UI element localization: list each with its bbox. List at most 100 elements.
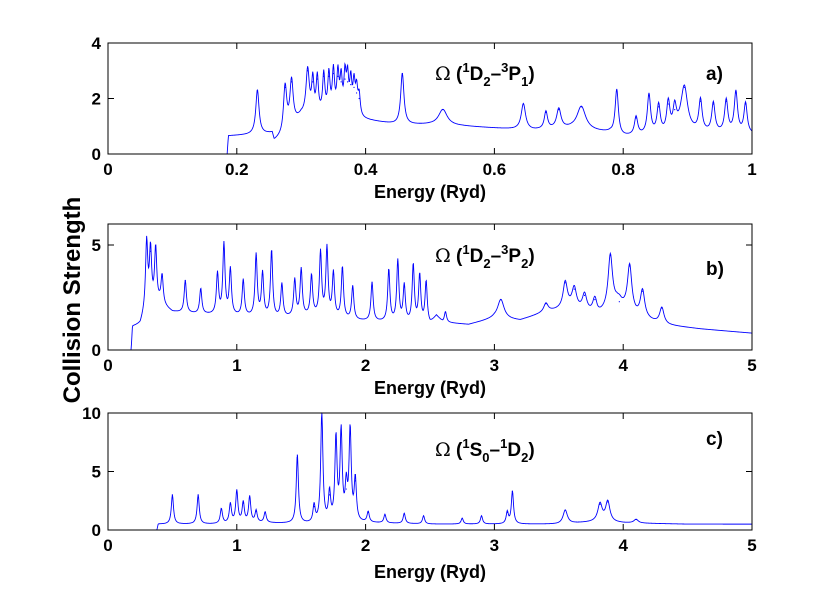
resonance-peak-mark [658, 106, 660, 108]
ann-sub1: 0 [482, 450, 489, 465]
resonance-peak-mark [353, 86, 355, 88]
resonance-peak-mark [310, 275, 313, 278]
ann-term2: P [508, 64, 521, 85]
ann-sub1: 2 [483, 74, 490, 89]
resonance-peak-mark [341, 267, 344, 269]
x-tick-label: 3 [490, 536, 499, 555]
panel-a-annotation: Ω (1D2–3P1) [435, 60, 535, 89]
resonance-peak-mark [401, 72, 403, 75]
panel-b-x-axis-label: Energy (Ryd) [374, 378, 486, 398]
resonance-peak-mark [332, 273, 334, 275]
resonance-peak-mark [255, 510, 257, 512]
resonance-peak-mark [184, 280, 186, 282]
ann-sub2: 1 [521, 74, 528, 89]
resonance-peak-mark [367, 511, 369, 514]
resonance-peak-mark [340, 81, 342, 83]
resonance-peak-mark [641, 290, 644, 292]
resonance-peak-mark [403, 513, 405, 515]
x-tick-label: 0 [103, 536, 112, 555]
resonance-peak-mark [146, 242, 148, 244]
resonance-peak-mark [558, 109, 560, 111]
resonance-peak-mark [264, 511, 266, 514]
resonance-peak-mark [461, 517, 463, 519]
resonance-peak-mark [337, 75, 339, 77]
x-tick-label: 1 [747, 160, 756, 179]
resonance-peak-mark [313, 506, 315, 508]
resonance-peak-mark [712, 103, 714, 105]
ann-open: ( [451, 64, 463, 85]
panel-b-axes-box [107, 223, 753, 351]
y-tick-label: 5 [92, 463, 101, 482]
resonance-peak-mark [500, 299, 502, 301]
resonance-peak-mark [197, 494, 199, 496]
resonance-peak-mark [384, 514, 386, 516]
resonance-peak-mark [345, 488, 347, 490]
resonance-peak-mark [290, 81, 293, 83]
resonance-peak-mark [349, 431, 351, 433]
resonance-peak-mark [419, 275, 421, 278]
resonance-peak-mark [255, 254, 257, 257]
resonance-peak-mark [236, 490, 238, 492]
x-tick-label: 0.8 [611, 160, 635, 179]
x-tick-label: 2 [361, 356, 370, 375]
resonance-peak-mark [735, 92, 737, 94]
panel-c-axes-box [107, 412, 753, 531]
ann-dash: – [491, 246, 502, 267]
resonance-peak-mark [594, 299, 596, 301]
resonance-peak-mark [242, 502, 244, 504]
x-tick-label: 0 [103, 356, 112, 375]
resonance-peak-mark [328, 75, 330, 77]
panel-a-axes-box [107, 42, 753, 155]
x-tick-label: 0.2 [225, 160, 249, 179]
ann-sub1: 2 [483, 256, 490, 271]
resonance-peak-mark [335, 439, 337, 441]
ann-sup1: 1 [462, 60, 469, 75]
y-tick-label: 0 [92, 521, 101, 540]
ann-term1: D [470, 64, 484, 85]
resonance-peak-mark [354, 480, 356, 482]
ann-sup2: 3 [501, 242, 508, 257]
resonance-peak-mark [350, 84, 352, 86]
resonance-peak-mark [281, 284, 283, 286]
resonance-peak-mark [607, 501, 609, 503]
resonance-peak-mark [358, 97, 360, 100]
y-tick-label: 2 [92, 90, 101, 109]
resonance-peak-mark [580, 106, 582, 108]
x-tick-label: 5 [747, 356, 756, 375]
resonance-peak-mark [270, 250, 273, 252]
resonance-peak-mark [171, 494, 173, 496]
panel-c-x-axis-label: Energy (Ryd) [374, 562, 486, 582]
ann-sub2: 2 [521, 256, 528, 271]
resonance-peak-mark [545, 111, 547, 113]
ann-sub2: 2 [521, 450, 528, 465]
series-line [108, 412, 752, 531]
resonance-peak-mark [648, 95, 650, 97]
omega-symbol: Ω [435, 245, 451, 267]
resonance-peak-mark [161, 275, 163, 278]
x-tick-label: 4 [618, 536, 628, 555]
resonance-peak-mark [618, 301, 620, 303]
resonance-peak-mark [300, 269, 302, 271]
ann-close: ) [528, 64, 534, 85]
resonance-peak-mark [522, 103, 524, 105]
resonance-peak-mark [506, 511, 508, 514]
y-tick-label: 5 [92, 236, 101, 255]
ann-sup1: 1 [462, 242, 469, 257]
panel-b-series-layer [108, 235, 753, 351]
resonance-peak-mark [355, 92, 358, 94]
resonance-peak-mark [328, 494, 331, 496]
x-tick-label: 0.6 [483, 160, 507, 179]
panel-b-label: b) [706, 259, 724, 280]
x-tick-label: 1 [232, 536, 241, 555]
resonance-peak-mark [155, 248, 157, 250]
resonance-peak-mark [674, 109, 676, 111]
resonance-peak-mark [480, 515, 483, 517]
resonance-peak-mark [442, 109, 444, 111]
resonance-peak-mark [388, 269, 390, 271]
resonance-peak-mark [312, 81, 314, 83]
resonance-peak-mark [564, 509, 566, 511]
resonance-peak-mark [249, 496, 251, 498]
